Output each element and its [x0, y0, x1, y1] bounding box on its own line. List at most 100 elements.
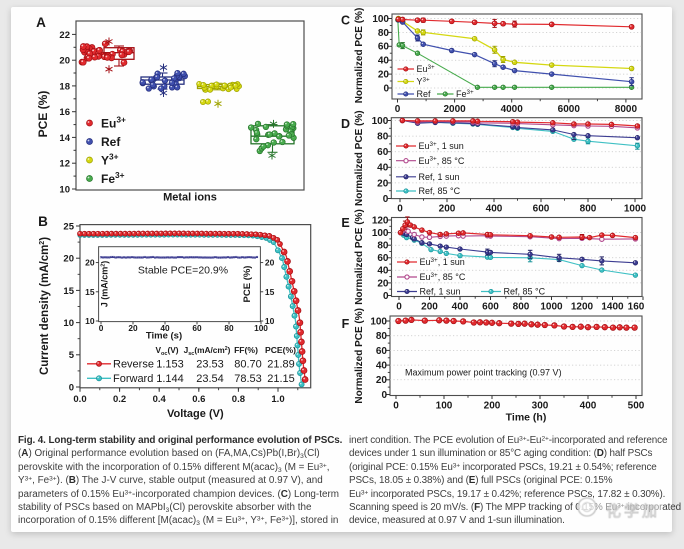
- svg-text:100: 100: [370, 316, 387, 327]
- svg-text:14: 14: [59, 133, 70, 144]
- svg-text:F: F: [342, 317, 350, 331]
- svg-text:0: 0: [397, 203, 403, 214]
- svg-text:Reverse: Reverse: [113, 359, 154, 371]
- svg-text:60: 60: [377, 253, 389, 264]
- svg-text:Y3+: Y3+: [417, 76, 431, 86]
- svg-text:100: 100: [372, 116, 389, 127]
- svg-text:600: 600: [533, 203, 550, 214]
- svg-text:400: 400: [580, 400, 597, 411]
- svg-text:120: 120: [372, 215, 389, 226]
- svg-text:Current density (mA/cm2): Current density (mA/cm2): [39, 237, 51, 375]
- svg-text:10: 10: [85, 316, 95, 326]
- svg-text:20: 20: [59, 56, 70, 67]
- svg-text:300: 300: [532, 400, 549, 411]
- svg-text:200: 200: [421, 301, 438, 312]
- svg-text:80.70: 80.70: [234, 359, 262, 371]
- svg-text:0: 0: [99, 323, 104, 333]
- svg-text:Eu3+, 85 °C: Eu3+, 85 °C: [419, 156, 465, 166]
- svg-text:C: C: [341, 14, 350, 28]
- svg-text:200: 200: [484, 400, 501, 411]
- svg-text:PCE (%): PCE (%): [242, 266, 253, 303]
- svg-text:PCE(%): PCE(%): [265, 345, 296, 355]
- svg-text:800: 800: [513, 301, 530, 312]
- svg-text:Ref, 85 °C: Ref, 85 °C: [419, 186, 461, 196]
- svg-text:22: 22: [59, 30, 70, 41]
- svg-text:0.8: 0.8: [232, 394, 245, 405]
- svg-text:0: 0: [383, 194, 389, 205]
- svg-text:4000: 4000: [501, 104, 524, 115]
- svg-text:Ref, 1 sun: Ref, 1 sun: [420, 287, 461, 297]
- svg-text:B: B: [38, 214, 48, 229]
- svg-text:Ref, 1 sun: Ref, 1 sun: [419, 172, 460, 182]
- svg-text:100: 100: [372, 228, 389, 239]
- svg-text:80: 80: [377, 132, 389, 143]
- svg-text:20: 20: [378, 70, 390, 81]
- svg-text:25: 25: [63, 221, 74, 232]
- svg-text:40: 40: [377, 163, 389, 174]
- svg-text:15: 15: [63, 286, 74, 297]
- svg-text:0: 0: [393, 400, 399, 411]
- svg-text:80: 80: [378, 28, 390, 39]
- svg-text:10: 10: [63, 318, 74, 329]
- svg-text:20: 20: [63, 254, 74, 265]
- svg-text:23.53: 23.53: [196, 359, 224, 371]
- svg-text:100: 100: [254, 323, 268, 333]
- svg-text:2000: 2000: [443, 104, 466, 115]
- svg-text:Voc(V): Voc(V): [155, 345, 178, 357]
- svg-text:8000: 8000: [615, 104, 638, 115]
- svg-text:Metal ions: Metal ions: [163, 192, 217, 204]
- svg-text:200: 200: [439, 203, 456, 214]
- svg-text:1.0: 1.0: [271, 394, 284, 405]
- svg-text:1.144: 1.144: [156, 373, 184, 385]
- svg-text:Normalized PCE (%): Normalized PCE (%): [354, 308, 365, 404]
- svg-text:Fe3+: Fe3+: [456, 89, 474, 99]
- svg-text:J (mA/cm2): J (mA/cm2): [100, 261, 110, 308]
- svg-text:60: 60: [192, 323, 202, 333]
- svg-text:1000: 1000: [624, 203, 647, 214]
- svg-text:80: 80: [376, 331, 388, 342]
- svg-text:A: A: [36, 15, 46, 30]
- svg-text:Time (s): Time (s): [146, 331, 182, 342]
- svg-text:Maximum power point tracking (: Maximum power point tracking (0.97 V): [405, 368, 562, 378]
- svg-text:100: 100: [436, 400, 453, 411]
- svg-text:400: 400: [452, 301, 469, 312]
- svg-text:160: 160: [628, 301, 645, 312]
- svg-text:1000: 1000: [540, 301, 563, 312]
- svg-text:12: 12: [59, 159, 70, 170]
- svg-text:0: 0: [395, 104, 401, 115]
- svg-text:40: 40: [378, 56, 390, 67]
- svg-text:800: 800: [580, 203, 597, 214]
- svg-text:23.54: 23.54: [196, 373, 224, 385]
- svg-text:Time (h): Time (h): [506, 412, 547, 424]
- svg-text:600: 600: [482, 301, 499, 312]
- svg-text:FF(%): FF(%): [234, 345, 258, 355]
- svg-text:15: 15: [85, 287, 95, 297]
- svg-text:0.6: 0.6: [192, 394, 205, 405]
- svg-text:0.2: 0.2: [113, 394, 126, 405]
- svg-text:60: 60: [378, 42, 390, 53]
- svg-text:15: 15: [265, 287, 275, 297]
- svg-text:E: E: [341, 216, 349, 230]
- svg-text:1.153: 1.153: [156, 359, 184, 371]
- svg-text:40: 40: [376, 361, 388, 372]
- svg-text:0: 0: [396, 301, 402, 312]
- svg-text:5: 5: [69, 350, 75, 361]
- svg-text:0: 0: [383, 83, 389, 94]
- svg-text:40: 40: [160, 323, 170, 333]
- svg-text:21.89: 21.89: [267, 359, 295, 371]
- svg-text:Eu3+, 85 °C: Eu3+, 85 °C: [420, 272, 466, 282]
- svg-text:60: 60: [376, 346, 388, 357]
- svg-text:Eu3+, 1 sun: Eu3+, 1 sun: [420, 257, 465, 267]
- svg-text:20: 20: [85, 258, 95, 268]
- svg-text:Normalized PCE (%): Normalized PCE (%): [354, 110, 365, 206]
- svg-text:0: 0: [383, 291, 389, 302]
- svg-text:0: 0: [381, 390, 387, 401]
- svg-text:Ref: Ref: [417, 89, 432, 99]
- svg-text:Jsc(mA/cm2): Jsc(mA/cm2): [184, 345, 231, 357]
- svg-text:0.0: 0.0: [73, 394, 86, 405]
- svg-text:20: 20: [376, 375, 388, 386]
- svg-text:18: 18: [59, 81, 70, 92]
- svg-text:Stable PCE=20.9%: Stable PCE=20.9%: [138, 265, 228, 277]
- svg-text:Eu3+: Eu3+: [417, 64, 436, 74]
- svg-text:100: 100: [372, 14, 389, 25]
